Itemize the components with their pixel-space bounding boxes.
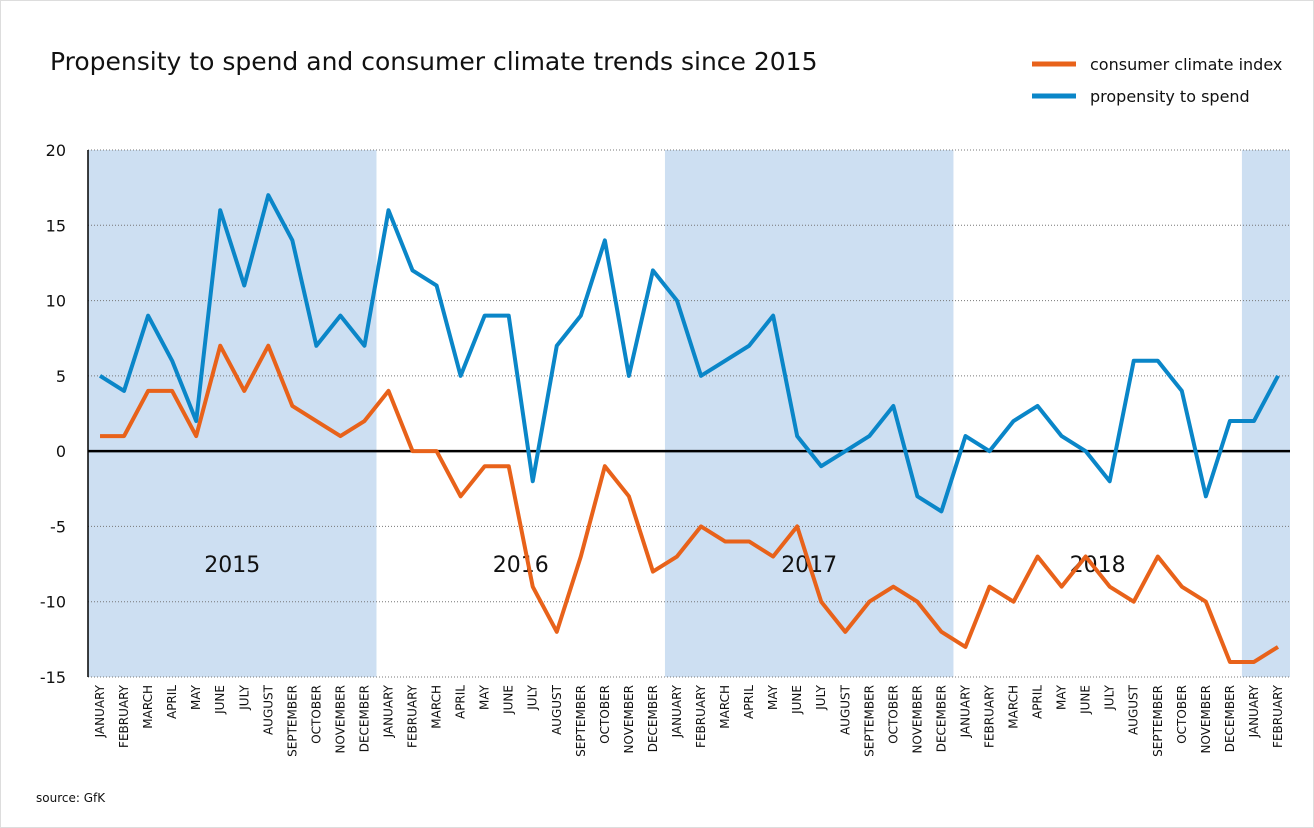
x-tick-label: MARCH	[430, 685, 444, 729]
x-tick-label: NOVEMBER	[1199, 685, 1213, 754]
x-tick-label: APRIL	[742, 685, 756, 719]
x-tick-label: OCTOBER	[886, 685, 900, 744]
y-tick-label: -10	[40, 593, 66, 612]
year-label: 2016	[493, 553, 549, 578]
x-tick-label: APRIL	[165, 685, 179, 719]
y-tick-label: -15	[40, 668, 66, 687]
series-line	[100, 343, 1280, 664]
year-band	[88, 150, 377, 677]
x-tick-label: SEPTEMBER	[862, 685, 876, 757]
x-tick-label: NOVEMBER	[910, 685, 924, 754]
x-tick-label: JUNE	[502, 685, 516, 715]
y-tick-label: 20	[46, 141, 66, 160]
source: source: GfK	[36, 791, 106, 805]
x-tick-label: OCTOBER	[598, 685, 612, 744]
year-label: 2015	[204, 553, 260, 578]
x-tick-label: JULY	[1103, 684, 1117, 710]
x-tick-label: DECEMBER	[934, 685, 948, 752]
x-tick-label: JUNE	[790, 685, 804, 715]
x-tick-label: FEBRUARY	[694, 684, 708, 748]
x-tick-label: MAY	[766, 684, 780, 710]
series-line	[98, 193, 1280, 514]
x-tick-label: SEPTEMBER	[285, 685, 299, 757]
x-tick-label: FEBRUARY	[983, 684, 997, 748]
x-tick-label: AUGUST	[1127, 684, 1141, 735]
x-tick-label: FEBRUARY	[1271, 684, 1285, 748]
x-tick-label: AUGUST	[838, 684, 852, 735]
x-tick-label: JUNE	[213, 685, 227, 715]
x-tick-label: JANUARY	[93, 684, 107, 738]
x-tick-label: FEBRUARY	[406, 684, 420, 748]
x-tick-label: JANUARY	[1247, 684, 1261, 738]
x-tick-label: FEBRUARY	[117, 684, 131, 748]
x-tick-label: APRIL	[454, 685, 468, 719]
legend-label: consumer climate index	[1090, 55, 1282, 74]
x-tick-label: MAY	[478, 684, 492, 710]
x-tick-label: AUGUST	[550, 684, 564, 735]
x-tick-label: NOVEMBER	[333, 685, 347, 754]
year-band	[664, 150, 954, 677]
x-tick-label: DECEMBER	[357, 685, 371, 752]
y-tick-label: 0	[56, 442, 66, 461]
x-tick-label: MAY	[1055, 684, 1069, 710]
year-band	[1241, 150, 1290, 677]
x-tick-label: JULY	[526, 684, 540, 710]
x-tick-label: OCTOBER	[1175, 685, 1189, 744]
y-tick-label: 5	[56, 367, 66, 386]
y-tick-label: 10	[46, 292, 66, 311]
x-tick-label: SEPTEMBER	[1151, 685, 1165, 757]
x-tick-label: OCTOBER	[309, 685, 323, 744]
x-tick-label: APRIL	[1031, 685, 1045, 719]
x-tick-label: JUNE	[1079, 685, 1093, 715]
legend-label: propensity to spend	[1090, 87, 1250, 106]
y-tick-label: 15	[46, 216, 66, 235]
x-tick-label: SEPTEMBER	[574, 685, 588, 757]
y-tick-label: -5	[50, 517, 66, 536]
x-tick-label: MARCH	[718, 685, 732, 729]
x-tick-label: JANUARY	[670, 684, 684, 738]
x-tick-label: MARCH	[1007, 685, 1021, 729]
x-tick-label: JANUARY	[382, 684, 396, 738]
x-tick-label: JULY	[237, 684, 251, 710]
x-tick-label: DECEMBER	[646, 685, 660, 752]
x-tick-label: AUGUST	[261, 684, 275, 735]
x-tick-label: MARCH	[141, 685, 155, 729]
x-tick-label: JULY	[814, 684, 828, 710]
x-tick-label: JANUARY	[958, 684, 972, 738]
x-tick-label: MAY	[189, 684, 203, 710]
chart-title: Propensity to spend and consumer climate…	[50, 47, 818, 76]
x-tick-label: DECEMBER	[1223, 685, 1237, 752]
x-tick-label: NOVEMBER	[622, 685, 636, 754]
